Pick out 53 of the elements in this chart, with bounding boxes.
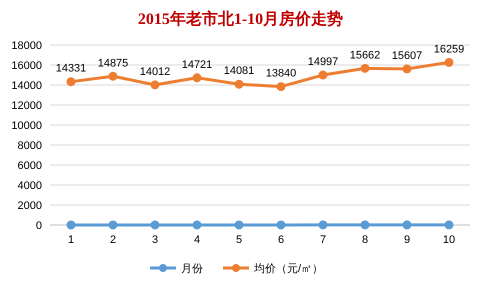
point xyxy=(108,220,118,230)
point xyxy=(234,220,244,230)
data-label: 14012 xyxy=(140,66,170,78)
y-tick-label: 0 xyxy=(36,220,42,232)
x-tick-label: 9 xyxy=(404,234,410,246)
x-tick-label: 8 xyxy=(362,234,368,246)
data-label: 15607 xyxy=(392,50,422,62)
point xyxy=(360,64,370,73)
data-label: 15662 xyxy=(350,49,380,62)
point xyxy=(276,220,286,230)
x-tick-label: 2 xyxy=(110,234,116,246)
data-label: 14875 xyxy=(98,57,128,70)
data-label: 14721 xyxy=(182,58,212,71)
point xyxy=(444,220,454,230)
x-tick-label: 5 xyxy=(236,234,242,246)
point xyxy=(192,73,202,82)
x-tick-label: 3 xyxy=(152,234,158,246)
data-label: 14331 xyxy=(56,62,86,75)
point xyxy=(276,82,286,92)
x-tick-label: 4 xyxy=(194,234,200,246)
data-label: 13840 xyxy=(266,68,296,80)
point xyxy=(318,220,328,230)
y-tick-label: 14000 xyxy=(11,80,42,92)
point xyxy=(318,70,328,80)
y-tick-label: 4000 xyxy=(18,180,42,192)
point xyxy=(402,64,412,74)
point xyxy=(234,80,244,89)
point xyxy=(444,58,454,67)
y-tick-label: 10000 xyxy=(11,120,42,132)
point xyxy=(360,220,370,230)
y-tick-label: 12000 xyxy=(11,100,42,112)
y-tick-label: 16000 xyxy=(11,60,42,72)
point xyxy=(402,220,412,230)
x-tick-label: 7 xyxy=(320,234,326,246)
y-tick-label: 2000 xyxy=(18,200,42,212)
y-tick-label: 8000 xyxy=(18,140,42,152)
data-label: 16259 xyxy=(434,43,464,56)
x-tick-label: 6 xyxy=(278,234,284,246)
y-tick-label: 18000 xyxy=(11,40,42,52)
point xyxy=(192,220,202,230)
point xyxy=(108,72,118,81)
legend-label: 均价（元/㎡） xyxy=(253,263,324,275)
x-tick-label: 10 xyxy=(442,234,456,246)
point xyxy=(66,220,76,230)
point xyxy=(66,77,76,86)
legend-label: 月份 xyxy=(181,263,203,275)
point xyxy=(150,220,160,230)
data-label: 14081 xyxy=(224,65,254,78)
data-label: 14997 xyxy=(308,56,338,68)
y-tick-label: 6000 xyxy=(18,160,42,172)
x-tick-label: 1 xyxy=(68,234,74,246)
point xyxy=(150,80,160,90)
chart-title: 2015年老市北1-10月房价走势 xyxy=(138,9,344,28)
